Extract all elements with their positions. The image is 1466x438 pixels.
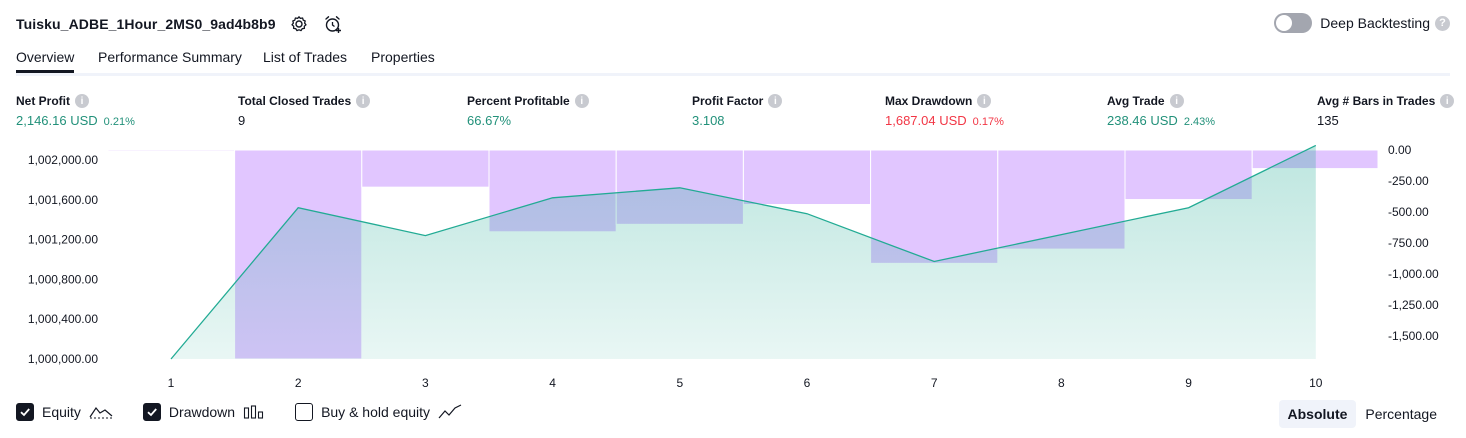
legend-label: Equity <box>42 404 81 420</box>
equity-line <box>170 144 1317 360</box>
x-tick-label: 5 <box>676 376 683 390</box>
info-icon[interactable]: i <box>768 94 783 108</box>
metric-label: Max Drawdown <box>885 94 973 108</box>
right-axis: 0.00 -250.00 -500.00 -750.00 -1,000.00 -1,250… <box>1388 143 1439 343</box>
legend-label: Drawdown <box>168 404 236 420</box>
left-axis: 1,002,000.00 1,001,600.00 1,001,200.00 1,00… <box>28 153 98 366</box>
tab-bar: Overview Performance Summary List of Tra… <box>16 46 1450 76</box>
x-tick-label: 6 <box>804 376 811 390</box>
right-tick-label: -1,250.00 <box>1388 298 1439 312</box>
deep-backtesting: Deep Backtesting ? <box>1274 13 1450 33</box>
tab-performance-summary[interactable]: Performance Summary <box>98 49 242 65</box>
metric-value: 66.67% <box>467 113 512 128</box>
strategy-title: Tuisku_ADBE_1Hour_2MS0_9ad4b8b9 <box>16 16 276 32</box>
x-tick-label: 3 <box>422 376 429 390</box>
tab-list-of-trades[interactable]: List of Trades <box>263 49 348 65</box>
left-tick-label: 1,002,000.00 <box>28 153 98 167</box>
x-tick-label: 2 <box>295 376 302 390</box>
metric-label: Avg Trade <box>1107 94 1165 108</box>
checkbox-equity[interactable] <box>16 403 34 421</box>
chart-legend: Equity Drawdown Buy & hold equity <box>16 403 492 421</box>
metric-percent: 0.17% <box>972 116 1004 128</box>
info-icon[interactable]: i <box>75 94 89 108</box>
info-icon[interactable]: i <box>356 94 371 108</box>
metric-label: Total Closed Trades <box>238 94 352 108</box>
x-tick-label: 10 <box>1309 376 1323 390</box>
metric-net-profit: Net Profit i 2,146.16 USD 0.21% <box>16 93 135 128</box>
left-tick-label: 1,000,800.00 <box>28 272 98 286</box>
view-mode-switch: Absolute Percentage <box>1278 400 1447 428</box>
drawdown-bar <box>742 149 872 206</box>
metric-avg-trade: Avg Trade i 238.46 USD 2.43% <box>1107 93 1215 128</box>
info-icon[interactable]: i <box>977 94 992 108</box>
absolute-button[interactable]: Absolute <box>1278 400 1357 428</box>
metric-profit-factor: Profit Factor i 3.108 <box>692 93 783 128</box>
x-tick-label: 1 <box>168 376 175 390</box>
metric-value: 9 <box>238 113 246 128</box>
tab-overview[interactable]: Overview <box>16 49 75 73</box>
metric-value: 238.46 USD <box>1107 113 1178 128</box>
info-icon[interactable]: i <box>1169 94 1184 108</box>
drawdown-bar <box>107 149 236 152</box>
strategy-header: Tuisku_ADBE_1Hour_2MS0_9ad4b8b9 <box>16 12 344 36</box>
left-tick-label: 1,001,600.00 <box>28 193 98 207</box>
metric-value: 2,146.16 USD <box>16 113 98 128</box>
checkbox-drawdown[interactable] <box>142 403 161 421</box>
settings-icon[interactable] <box>288 13 310 35</box>
legend-equity[interactable]: Equity <box>16 403 113 421</box>
right-tick-label: 0.00 <box>1388 143 1412 157</box>
add-alert-icon[interactable] <box>322 13 344 35</box>
metric-percent-profitable: Percent Profitable i 66.67% <box>467 93 589 128</box>
metric-value: 135 <box>1317 113 1339 128</box>
left-tick-label: 1,001,200.00 <box>28 233 98 247</box>
metric-max-drawdown: Max Drawdown i 1,687.04 USD 0.17% <box>885 93 1004 128</box>
right-tick-label: -500.00 <box>1388 205 1429 219</box>
x-tick-label: 8 <box>1058 376 1065 390</box>
metric-percent: 0.21% <box>103 116 135 128</box>
legend-label: Buy & hold equity <box>321 404 431 420</box>
metric-avg-bars: Avg # Bars in Trades i 135 <box>1317 93 1455 128</box>
x-tick-label: 7 <box>931 376 938 390</box>
equity-drawdown-chart[interactable]: 1,002,000.00 1,001,600.00 1,001,200.00 1,00… <box>0 140 1466 398</box>
percentage-button[interactable]: Percentage <box>1365 406 1437 422</box>
metric-label: Avg # Bars in Trades <box>1317 94 1436 108</box>
metric-value: 3.108 <box>692 113 725 128</box>
equity-area <box>170 144 1317 360</box>
x-tick-label: 4 <box>549 376 556 390</box>
metric-percent: 2.43% <box>1183 116 1216 128</box>
metric-label: Percent Profitable <box>467 94 570 108</box>
metric-total-closed-trades: Total Closed Trades i 9 <box>238 93 371 128</box>
info-icon[interactable]: i <box>1440 94 1455 108</box>
right-tick-label: -750.00 <box>1388 236 1429 250</box>
left-tick-label: 1,000,000.00 <box>28 352 98 366</box>
metric-label: Net Profit <box>16 94 70 108</box>
right-tick-label: -250.00 <box>1388 174 1429 188</box>
info-icon[interactable]: i <box>574 94 589 108</box>
equity-fill <box>171 145 1316 359</box>
x-tick-label: 9 <box>1185 376 1192 390</box>
tab-properties[interactable]: Properties <box>371 49 435 65</box>
left-tick-label: 1,000,400.00 <box>28 312 98 326</box>
legend-drawdown[interactable]: Drawdown <box>142 403 265 421</box>
right-tick-label: -1,000.00 <box>1388 267 1439 281</box>
drawdown-bar <box>361 149 490 188</box>
deep-backtesting-label: Deep Backtesting <box>1320 15 1430 31</box>
metric-label: Profit Factor <box>692 94 764 108</box>
equity-icon <box>89 404 113 420</box>
x-axis: 1 2 3 4 5 6 7 8 9 10 <box>168 376 1323 390</box>
right-tick-label: -1,500.00 <box>1388 329 1439 343</box>
legend-buy-hold[interactable]: Buy & hold equity <box>295 403 462 421</box>
drawdown-icon <box>243 404 265 420</box>
checkbox-buy-hold[interactable] <box>295 403 314 421</box>
deep-backtesting-toggle[interactable] <box>1274 13 1313 33</box>
metric-value: 1,687.04 USD <box>885 113 967 128</box>
buy-hold-icon <box>438 404 462 420</box>
help-icon[interactable]: ? <box>1435 15 1450 31</box>
